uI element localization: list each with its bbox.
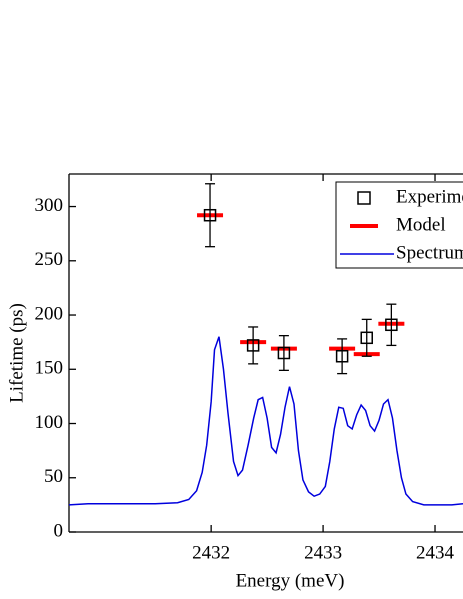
x-tick-label: 2433: [304, 542, 342, 563]
experiment-marker: [385, 318, 398, 332]
legend-label: Model: [396, 214, 446, 235]
y-tick-label: 50: [44, 466, 63, 487]
y-tick-label: 100: [35, 412, 64, 433]
x-axis-label: Energy (meV): [236, 570, 345, 591]
y-tick-label: 0: [54, 520, 64, 541]
experiment-marker: [246, 339, 260, 352]
legend-label: Spectrum: [396, 242, 463, 263]
y-tick-label: 250: [35, 249, 64, 270]
experiment-marker: [360, 331, 373, 345]
y-tick-label: 200: [35, 303, 64, 324]
experiment-marker: [277, 346, 291, 360]
y-tick-label: 150: [35, 358, 64, 379]
legend-marker: [357, 191, 371, 205]
legend-label: Experiment: [396, 186, 463, 207]
y-tick-label: 300: [35, 195, 64, 216]
x-tick-label: 2432: [192, 542, 230, 563]
experiment-marker: [335, 350, 349, 363]
y-axis-label: Lifetime (ps): [6, 303, 27, 403]
experiment-marker: [203, 208, 217, 222]
spectrum-line: [68, 336, 463, 506]
x-tick-label: 2434: [416, 542, 455, 563]
